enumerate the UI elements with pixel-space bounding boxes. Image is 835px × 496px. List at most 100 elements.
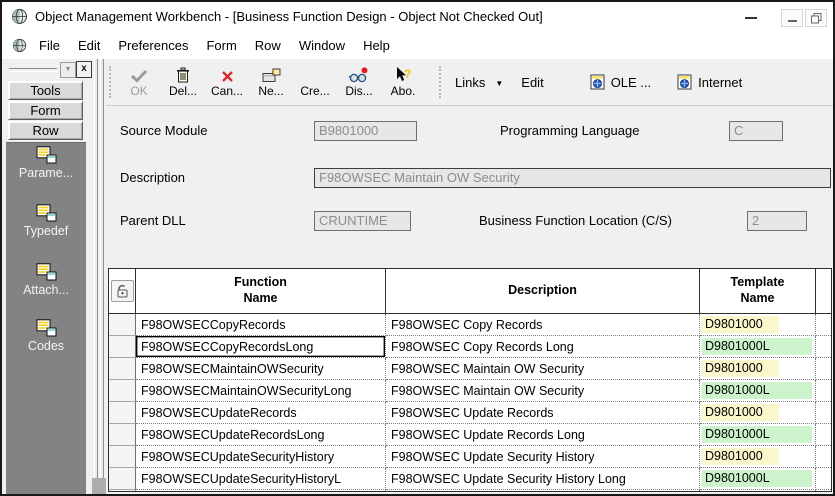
menu-file[interactable]: File (39, 38, 60, 53)
menu-edit[interactable]: Edit (77, 38, 101, 53)
cell-template-name[interactable]: D9801000L (700, 336, 816, 358)
menu-window[interactable]: Window (298, 38, 346, 53)
table-row[interactable]: F98OWSECUpdateSecurityHistory F98OWSEC U… (109, 446, 831, 468)
ok-button[interactable]: OK (117, 62, 161, 102)
toolbar: OK Del... Can... Ne... Cre... Dis... (106, 59, 833, 105)
cell-function-name[interactable]: F98OWSECUpdateRecords (136, 402, 386, 424)
sidebar-tab-tools[interactable]: Tools (8, 81, 83, 100)
close-button[interactable]: ✕ (826, 7, 833, 25)
source-module-field[interactable]: B9801000 (314, 121, 417, 141)
cell-template-name[interactable]: D9801000L (700, 424, 816, 446)
mdi-minimize-button[interactable] (781, 9, 803, 27)
column-header-description[interactable]: Description (386, 269, 700, 313)
cell-description[interactable]: F98OWSEC Update Records Long (386, 424, 700, 446)
row-header-cell[interactable] (109, 402, 136, 424)
row-header-cell[interactable] (109, 468, 136, 490)
row-header-cell[interactable] (109, 380, 136, 402)
links-menu[interactable]: Links (455, 74, 486, 90)
description-label: Description (120, 170, 186, 185)
panel-splitter[interactable] (92, 59, 106, 494)
cancel-button[interactable]: Can... (205, 62, 249, 102)
cell-template-name[interactable]: D9801000L (700, 468, 816, 490)
table-row[interactable]: F98OWSECUpdateSecurityHistoryL F98OWSEC … (109, 468, 831, 490)
cell-description[interactable]: F98OWSEC Copy Records Long (386, 336, 700, 358)
cell-function-name[interactable] (136, 490, 386, 491)
cell-template-name[interactable]: D9801000 (700, 358, 816, 380)
create-button[interactable]: Cre... (300, 84, 330, 98)
column-header-function-name[interactable]: Function Name (136, 269, 386, 313)
sidebar-item-parameters[interactable]: Parame... (6, 146, 86, 180)
cell-function-name[interactable]: F98OWSECMaintainOWSecurityLong (136, 380, 386, 402)
sidebar-gripper[interactable] (9, 68, 57, 72)
cell-function-name[interactable]: F98OWSECUpdateRecordsLong (136, 424, 386, 446)
cell-overflow (816, 446, 831, 468)
unlock-icon[interactable] (110, 280, 134, 302)
row-header-cell[interactable] (109, 424, 136, 446)
cell-template-name[interactable]: D9801000 (700, 314, 816, 336)
sidebar-tab-row[interactable]: Row (8, 121, 83, 140)
cell-template-name[interactable] (700, 490, 816, 491)
cell-overflow (816, 380, 831, 402)
template-highlight: D9801000L (702, 470, 812, 487)
table-row[interactable]: F98OWSECUpdateRecordsLong F98OWSEC Updat… (109, 424, 831, 446)
cell-description[interactable]: F98OWSEC Maintain OW Security (386, 358, 700, 380)
programming-language-field[interactable]: C (729, 121, 783, 141)
table-row[interactable] (109, 490, 831, 491)
links-edit[interactable]: Edit (521, 74, 544, 90)
sidebar-item-codes[interactable]: Codes (6, 319, 86, 353)
menu-preferences[interactable]: Preferences (118, 38, 189, 53)
sidebar-close-button[interactable]: x (76, 61, 92, 78)
links-caret-icon[interactable]: ▼ (495, 78, 504, 88)
row-header-cell[interactable] (109, 314, 136, 336)
delete-button[interactable]: Del... (161, 62, 205, 102)
cell-template-name[interactable]: D9801000 (700, 446, 816, 468)
new-button[interactable]: Ne... (249, 62, 293, 102)
cell-function-name[interactable]: F98OWSECCopyRecordsLong (136, 336, 386, 358)
table-row[interactable]: F98OWSECMaintainOWSecurity F98OWSEC Main… (109, 358, 831, 380)
parent-dll-field[interactable]: CRUNTIME (314, 211, 411, 231)
bf-location-field[interactable]: 2 (747, 211, 807, 231)
ole-button[interactable]: OLE ... (590, 74, 651, 90)
cell-template-name[interactable]: D9801000 (700, 402, 816, 424)
table-row[interactable]: F98OWSECUpdateRecords F98OWSEC Update Re… (109, 402, 831, 424)
table-row[interactable]: F98OWSECCopyRecords F98OWSEC Copy Record… (109, 314, 831, 336)
menu-help[interactable]: Help (363, 38, 390, 53)
menu-row[interactable]: Row (254, 38, 281, 53)
template-highlight: D9801000 (702, 316, 779, 333)
column-header-template-name[interactable]: Template Name (700, 269, 816, 313)
mdi-restore-button[interactable] (805, 9, 827, 27)
mdi-child-icon[interactable] (12, 38, 27, 58)
template-highlight: D9801000L (702, 382, 812, 399)
description-field[interactable]: F98OWSEC Maintain OW Security (314, 168, 831, 188)
table-row[interactable]: F98OWSECCopyRecordsLong F98OWSEC Copy Re… (109, 336, 831, 358)
row-header-cell[interactable] (109, 336, 136, 358)
internet-button[interactable]: Internet (677, 74, 742, 90)
cell-function-name[interactable]: F98OWSECMaintainOWSecurity (136, 358, 386, 380)
toolbar-grip[interactable] (439, 66, 444, 98)
row-header-cell[interactable] (109, 358, 136, 380)
cell-description[interactable]: F98OWSEC Update Security History (386, 446, 700, 468)
row-header-cell[interactable] (109, 446, 136, 468)
cell-description[interactable]: F98OWSEC Copy Records (386, 314, 700, 336)
table-row[interactable]: F98OWSECMaintainOWSecurityLong F98OWSEC … (109, 380, 831, 402)
sidebar-dropdown-button[interactable]: ▼ (60, 62, 76, 78)
cell-function-name[interactable]: F98OWSECUpdateSecurityHistory (136, 446, 386, 468)
toolbar-grip[interactable] (109, 66, 114, 98)
menu-form[interactable]: Form (206, 38, 237, 53)
minimize-button[interactable] (737, 8, 765, 26)
cell-function-name[interactable]: F98OWSECCopyRecords (136, 314, 386, 336)
cell-description[interactable]: F98OWSEC Update Records (386, 402, 700, 424)
sidebar-item-typedef[interactable]: Typedef (6, 204, 86, 238)
cell-description[interactable]: F98OWSEC Maintain OW Security (386, 380, 700, 402)
sidebar-item-attachments[interactable]: Attach... (6, 263, 86, 297)
row-header-cell[interactable] (109, 490, 136, 491)
display-button[interactable]: Dis... (337, 62, 381, 102)
functions-grid: Function Name Description Template Name … (108, 268, 832, 492)
cell-overflow (816, 336, 831, 358)
cell-description[interactable]: F98OWSEC Update Security History Long (386, 468, 700, 490)
about-button[interactable]: ? Abo. (390, 67, 416, 98)
cell-function-name[interactable]: F98OWSECUpdateSecurityHistoryL (136, 468, 386, 490)
cell-template-name[interactable]: D9801000L (700, 380, 816, 402)
sidebar-tab-form[interactable]: Form (8, 101, 83, 120)
cell-description[interactable] (386, 490, 700, 491)
